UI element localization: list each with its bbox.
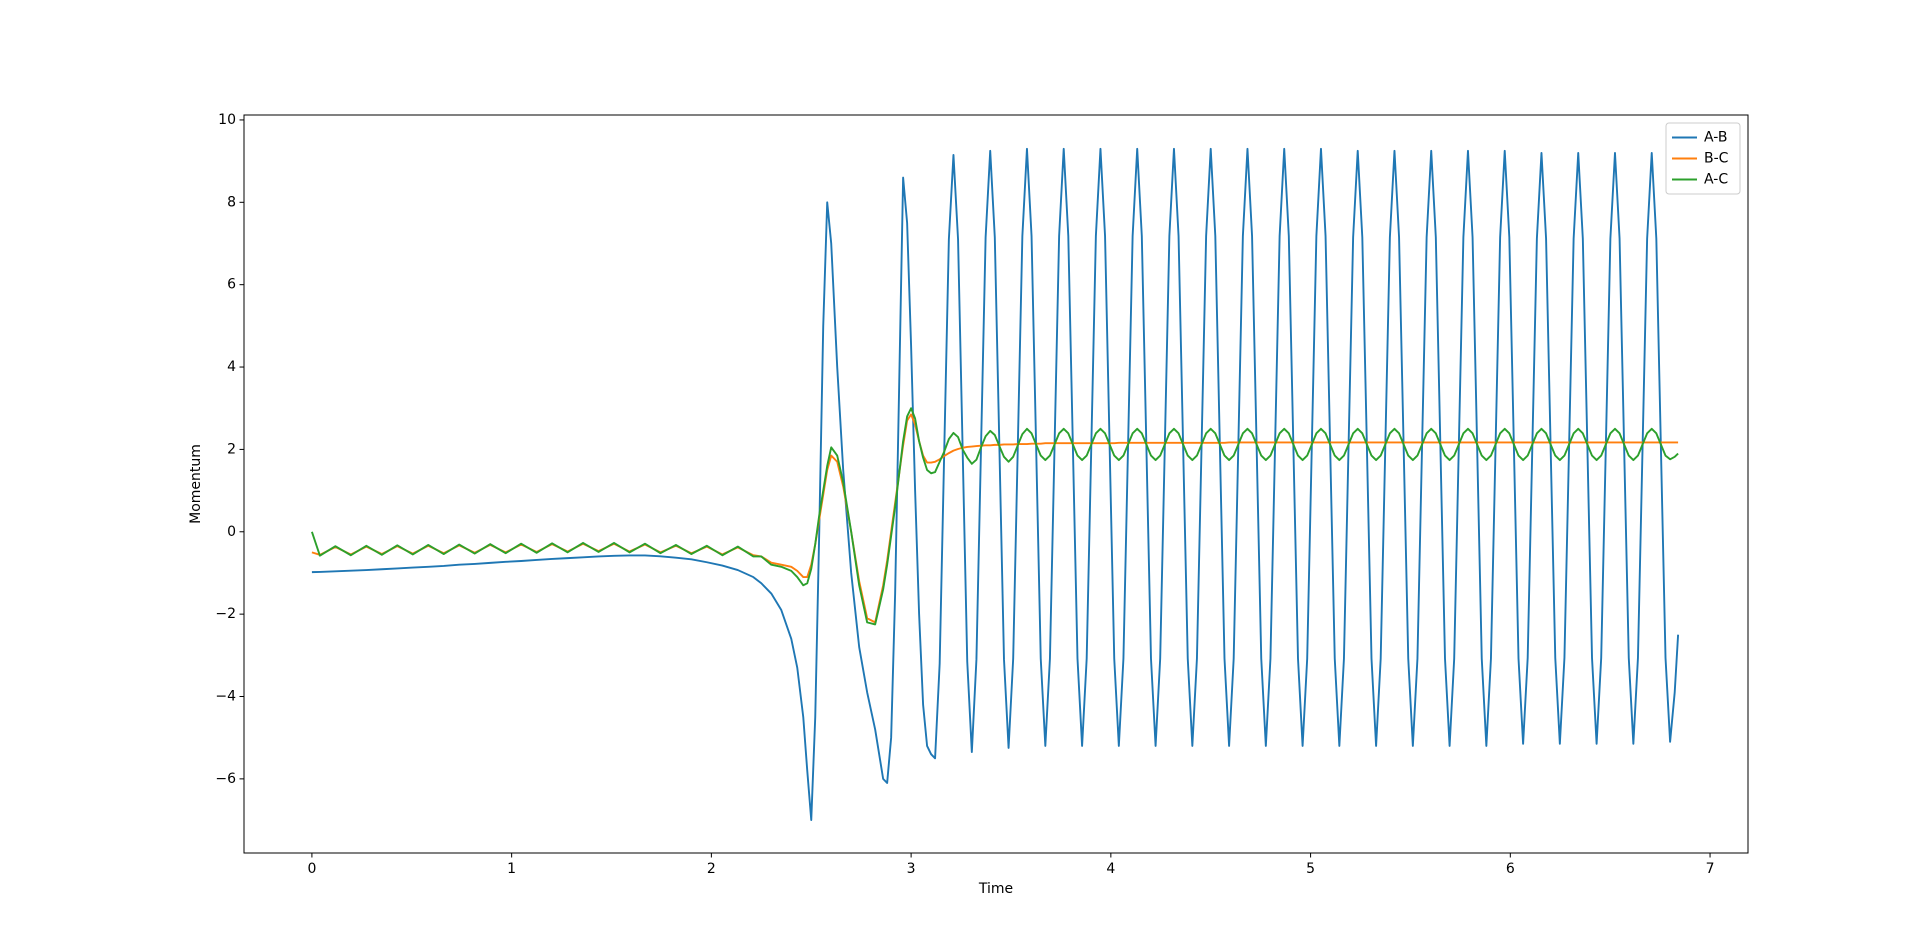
legend-label: A-B — [1704, 130, 1727, 146]
y-tick-label: 6 — [227, 277, 236, 293]
y-tick-label: 8 — [227, 194, 236, 210]
axes-frame — [243, 114, 1749, 854]
x-tick-label: 1 — [507, 861, 516, 877]
legend-label: B-C — [1704, 151, 1729, 167]
line-series — [311, 413, 1679, 624]
line-series — [311, 147, 1680, 821]
x-tick-label: 7 — [1706, 861, 1715, 877]
legend-label: A-C — [1704, 172, 1728, 188]
x-tick-label: 3 — [907, 861, 916, 877]
line-series — [311, 407, 1679, 626]
y-tick-label: −2 — [215, 606, 236, 622]
y-tick-label: 2 — [227, 441, 236, 457]
x-tick-label: 5 — [1306, 861, 1315, 877]
y-tick-label: −6 — [215, 771, 236, 787]
y-axis-label: Momentum — [188, 444, 204, 524]
x-tick-label: 0 — [307, 861, 316, 877]
x-tick-label: 4 — [1106, 861, 1115, 877]
legend-box — [1665, 122, 1741, 195]
y-tick-label: −4 — [215, 689, 236, 705]
x-tick-label: 6 — [1506, 861, 1515, 877]
x-tick-label: 2 — [707, 861, 716, 877]
x-axis-label: Time — [978, 881, 1013, 897]
y-tick-label: 4 — [227, 359, 236, 375]
y-tick-label: 0 — [227, 524, 236, 540]
y-tick-label: 10 — [218, 112, 236, 128]
